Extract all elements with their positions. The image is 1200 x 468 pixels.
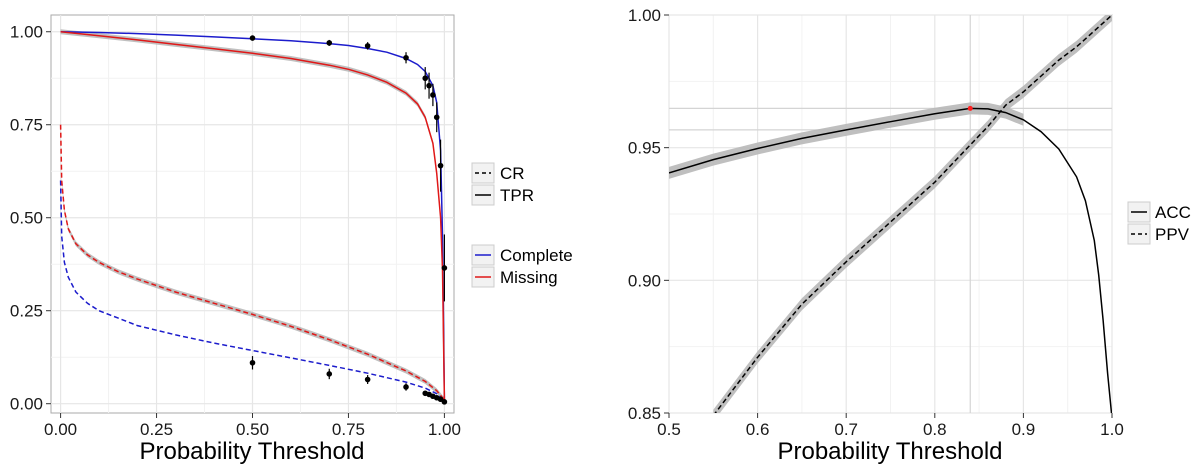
y-tick-label: 1.00 xyxy=(628,6,661,25)
data-point xyxy=(364,43,371,49)
x-tick-label: 0.25 xyxy=(140,420,173,439)
x-tick-label: 0.00 xyxy=(44,420,77,439)
y-tick-label: 0.75 xyxy=(10,116,43,135)
series-line xyxy=(60,30,446,401)
left-x-ticks: 0.00 0.25 0.50 0.75 1.00 xyxy=(44,413,461,439)
y-tick-label: 0.85 xyxy=(628,404,661,423)
legend-missing-label: Missing xyxy=(500,268,558,287)
data-point xyxy=(364,376,371,383)
data-point xyxy=(403,384,409,390)
right-series-lines xyxy=(669,15,1112,413)
left-color-legend: Complete Missing xyxy=(471,244,573,288)
legend-complete-label: Complete xyxy=(500,246,573,265)
data-point xyxy=(430,92,436,98)
confidence-band xyxy=(669,102,1024,179)
series-line xyxy=(669,107,1112,413)
series-line xyxy=(714,15,1112,413)
right-gridlines xyxy=(668,14,1113,414)
legend-tpr-label: TPR xyxy=(500,186,534,205)
y-tick-label: 0.25 xyxy=(10,302,43,321)
data-point xyxy=(437,162,444,169)
optimum-point xyxy=(967,105,973,111)
right-linetype-legend: ACC PPV xyxy=(1127,201,1191,245)
y-tick-label: 1.00 xyxy=(10,23,43,42)
series-line xyxy=(59,180,445,401)
right-plot-panel: 0.5 0.6 0.7 0.8 0.9 1.0 0.85 0.90 0.95 1.00 Prob… xyxy=(628,6,1124,465)
right-y-ticks: 0.85 0.90 0.95 1.00 xyxy=(628,6,669,423)
right-x-axis-title: Probability Threshold xyxy=(777,438,1002,465)
data-point xyxy=(441,399,448,405)
x-tick-label: 1.00 xyxy=(428,420,461,439)
data-point xyxy=(326,40,333,46)
data-point xyxy=(433,114,440,121)
x-tick-label: 0.8 xyxy=(923,420,947,439)
data-point xyxy=(249,359,256,366)
x-tick-label: 0.5 xyxy=(657,420,681,439)
left-y-ticks: 0.00 0.25 0.50 0.75 1.00 xyxy=(10,23,51,414)
x-tick-label: 0.50 xyxy=(236,420,269,439)
y-tick-label: 0.00 xyxy=(10,395,43,414)
x-tick-label: 0.7 xyxy=(834,420,858,439)
data-point xyxy=(249,35,256,41)
x-tick-label: 0.9 xyxy=(1012,420,1036,439)
left-x-axis-title: Probability Threshold xyxy=(139,438,364,465)
left-observed-points xyxy=(249,35,448,405)
legend-acc-label: ACC xyxy=(1155,203,1191,222)
right-optimum-marker xyxy=(967,105,973,111)
data-point xyxy=(403,54,409,61)
right-x-ticks: 0.5 0.6 0.7 0.8 0.9 1.0 xyxy=(657,413,1124,439)
x-tick-label: 0.75 xyxy=(332,420,365,439)
data-point xyxy=(326,371,333,377)
left-plot-panel: 0.00 0.25 0.50 0.75 1.00 0.00 0.25 0.50 0.75 1.0… xyxy=(10,14,461,465)
data-point xyxy=(441,265,448,271)
y-tick-label: 0.95 xyxy=(628,139,661,158)
legend-ppv-label: PPV xyxy=(1155,225,1190,244)
data-point xyxy=(426,82,432,89)
legend-cr-label: CR xyxy=(500,164,525,183)
data-point xyxy=(422,75,429,82)
series-line xyxy=(59,124,445,401)
right-confidence-bands xyxy=(669,15,1112,413)
y-tick-label: 0.90 xyxy=(628,271,661,290)
confidence-band xyxy=(713,15,1112,413)
x-tick-label: 0.6 xyxy=(746,420,770,439)
x-tick-label: 1.0 xyxy=(1100,420,1124,439)
left-linetype-legend: CR TPR xyxy=(471,162,534,206)
y-tick-label: 0.50 xyxy=(10,209,43,228)
